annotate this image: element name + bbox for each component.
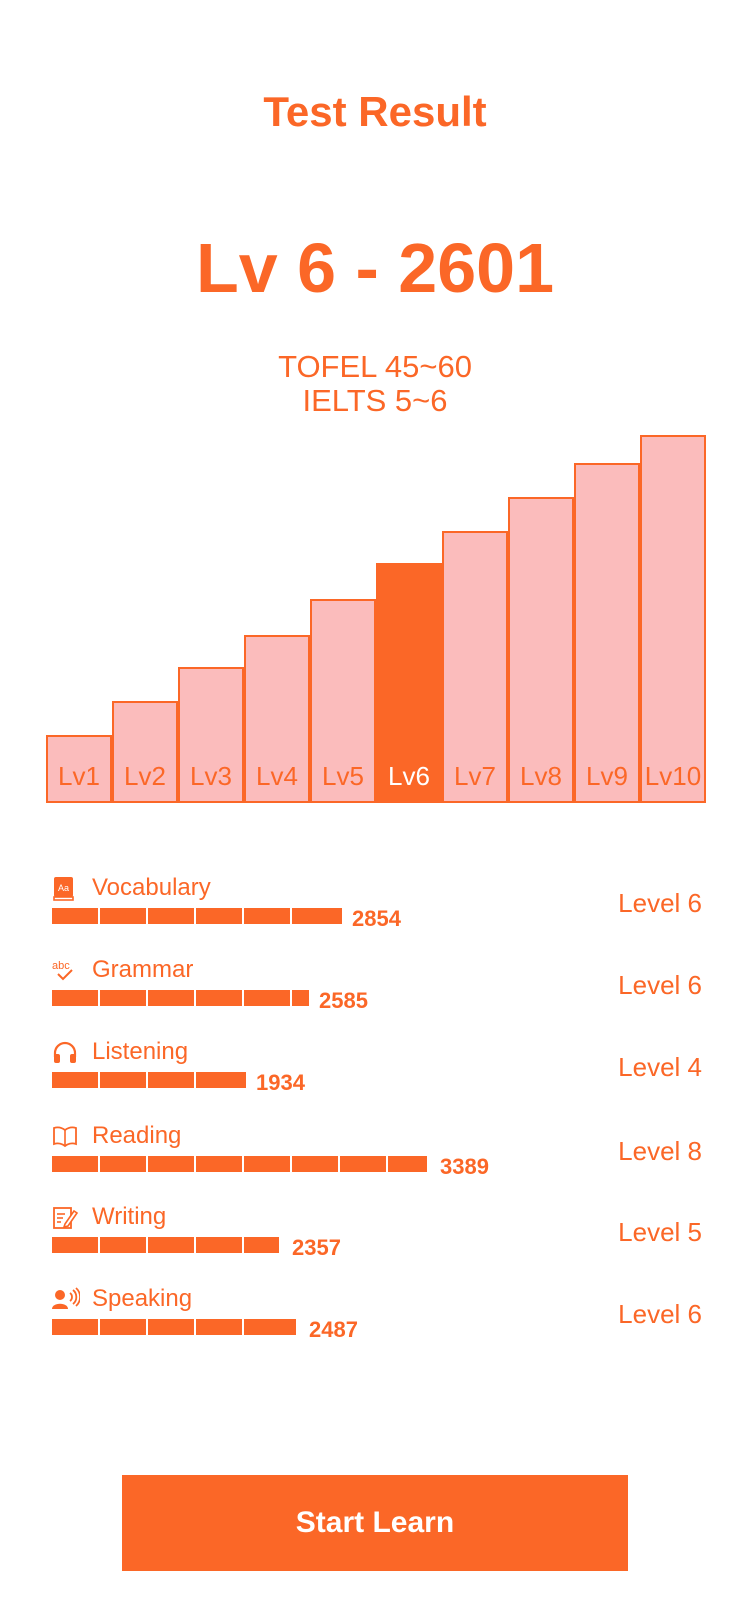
level-bar-label: Lv2 [124, 761, 166, 791]
level-bar-label: Lv5 [322, 761, 364, 791]
skill-row-writing: Writing 2357 Level 5 [52, 1203, 702, 1275]
level-bar-lv9 [574, 463, 640, 803]
svg-text:abc: abc [52, 960, 70, 972]
skill-name: Grammar [92, 956, 194, 983]
skill-score: 3389 [440, 1154, 489, 1179]
level-bar-label: Lv10 [645, 761, 701, 791]
skill-level: Level 5 [618, 1217, 702, 1247]
level-bar-lv3 [178, 667, 244, 803]
skill-name: Listening [92, 1038, 189, 1065]
skill-score: 1934 [256, 1070, 305, 1095]
svg-text:Aa: Aa [58, 883, 69, 893]
ielts-equivalent: IELTS 5~6 [302, 383, 448, 418]
dictionary-icon: Aa [52, 876, 78, 902]
tofel-equivalent: TOFEL 45~60 [278, 349, 472, 384]
skill-score: 2585 [319, 988, 368, 1013]
level-bar-lv2 [112, 701, 178, 803]
skill-progress-bar [52, 908, 342, 924]
skill-score: 2357 [292, 1235, 341, 1260]
level-bar-lv1 [46, 735, 112, 803]
page-title: Test Result [263, 88, 487, 135]
headphones-icon [52, 1040, 78, 1066]
skill-row-grammar: abc Grammar 2585 Level 6 [52, 956, 702, 1028]
skill-progress-bar [52, 1319, 296, 1335]
level-bar-lv5 [310, 599, 376, 803]
start-learn-button[interactable]: Start Learn [122, 1475, 628, 1571]
skill-progress-bar [52, 990, 309, 1006]
level-bar-label: Lv4 [256, 761, 298, 791]
skill-score: 2487 [309, 1317, 358, 1342]
skill-level: Level 6 [618, 1299, 702, 1329]
skill-level: Level 8 [618, 1136, 702, 1166]
pencil-note-icon [52, 1205, 79, 1231]
overall-score: Lv 6 - 2601 [196, 229, 554, 307]
level-bar-label: Lv8 [520, 761, 562, 791]
skill-row-vocabulary: Aa Vocabulary 2854 Level 6 [52, 874, 702, 946]
level-bar-lv6 [376, 563, 442, 803]
skill-progress-bar [52, 1072, 246, 1088]
level-bar-label: Lv7 [454, 761, 496, 791]
level-bar-label: Lv1 [58, 761, 100, 791]
level-bar-label: Lv9 [586, 761, 628, 791]
skill-progress-bar [52, 1237, 279, 1253]
level-bar-chart: Lv1 Lv2 Lv3 Lv4 Lv5 Lv6 Lv7 Lv8 Lv9 Lv10 [46, 435, 706, 803]
skill-row-reading: Reading 3389 Level 8 [52, 1122, 702, 1194]
open-book-icon [52, 1124, 78, 1150]
skill-row-speaking: Speaking 2487 Level 6 [52, 1285, 702, 1357]
skill-name: Vocabulary [92, 874, 211, 901]
skill-level: Level 4 [618, 1052, 702, 1082]
skill-name: Reading [92, 1122, 182, 1149]
level-bar-lv7 [442, 531, 508, 803]
skill-level: Level 6 [618, 888, 702, 918]
skill-score: 2854 [352, 906, 401, 931]
abc-check-icon: abc [52, 958, 78, 984]
level-bar-label: Lv3 [190, 761, 232, 791]
skill-progress-bar [52, 1156, 427, 1172]
skill-level: Level 6 [618, 970, 702, 1000]
speaking-person-icon [52, 1287, 81, 1313]
level-bar-lv8 [508, 497, 574, 803]
level-bar-lv10 [640, 435, 706, 803]
level-bar-label: Lv6 [388, 761, 430, 791]
level-bar-lv4 [244, 635, 310, 803]
skill-name: Speaking [92, 1285, 193, 1312]
skill-row-listening: Listening 1934 Level 4 [52, 1038, 702, 1110]
skill-name: Writing [92, 1203, 167, 1230]
